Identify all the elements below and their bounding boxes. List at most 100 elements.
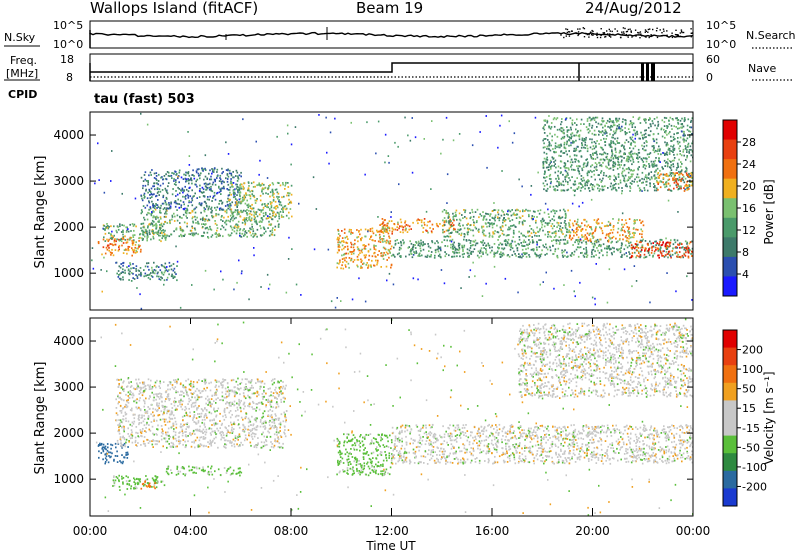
- heatmap-cell: [248, 209, 250, 212]
- heatmap-cell: [519, 210, 521, 213]
- heatmap-cell: [108, 238, 110, 241]
- heatmap-cell: [239, 234, 241, 237]
- heatmap-cell: [556, 189, 559, 191]
- heatmap-cell: [615, 182, 617, 185]
- heatmap-cell: [361, 248, 363, 251]
- heatmap-cell: [390, 245, 393, 248]
- heatmap-cell: [458, 133, 461, 135]
- heatmap-cell: [590, 183, 592, 185]
- heatmap-cell: [493, 202, 495, 204]
- heatmap-cell: [430, 254, 432, 256]
- heatmap-cell: [100, 269, 102, 271]
- heatmap-cell: [132, 263, 134, 265]
- heatmap-cell: [682, 179, 685, 182]
- heatmap-cell: [482, 225, 485, 228]
- heatmap-cell: [271, 188, 274, 191]
- heatmap-cell: [596, 247, 598, 249]
- heatmap-cell: [600, 131, 602, 133]
- heatmap-cell: [175, 183, 177, 186]
- heatmap-cell: [269, 203, 272, 205]
- heatmap-cell: [133, 251, 135, 254]
- heatmap-cell: [242, 229, 244, 232]
- heatmap-cell: [175, 202, 178, 205]
- heatmap-cell: [637, 184, 639, 187]
- heatmap-cell: [275, 214, 277, 217]
- heatmap-cell: [598, 174, 600, 176]
- heatmap-cell: [677, 244, 680, 246]
- heatmap-cell: [544, 171, 546, 174]
- noise-search-point: [662, 28, 665, 30]
- heatmap-cell: [551, 223, 554, 225]
- heatmap-cell: [601, 229, 604, 232]
- heatmap-cell: [626, 155, 629, 158]
- heatmap-cell: [260, 210, 262, 213]
- heatmap-cell: [527, 209, 529, 212]
- heatmap-cell: [269, 283, 271, 286]
- heatmap-cell: [214, 180, 216, 183]
- heatmap-cell: [101, 290, 103, 293]
- heatmap-cell: [573, 290, 575, 293]
- heatmap-cell: [243, 217, 246, 220]
- heatmap-cell: [549, 235, 551, 238]
- heatmap-cell: [667, 158, 669, 161]
- heatmap-cell: [644, 149, 647, 152]
- noise-search-point: [577, 34, 579, 37]
- heatmap-cell: [597, 122, 600, 125]
- heatmap-cell: [387, 252, 389, 255]
- heatmap-cell: [202, 219, 204, 222]
- heatmap-cell: [126, 457, 129, 459]
- heatmap-cell: [451, 255, 453, 258]
- heatmap-cell: [405, 224, 408, 226]
- heatmap-cell: [409, 250, 412, 253]
- heatmap-cell: [667, 246, 669, 248]
- heatmap-cell: [287, 182, 289, 184]
- heatmap-cell: [574, 190, 576, 192]
- noise-search-point: [627, 28, 630, 31]
- heatmap-cell: [255, 221, 258, 224]
- noise-search-point: [612, 33, 614, 36]
- noise-right-tick-bottom: 10^0: [706, 38, 736, 51]
- heatmap-cell: [158, 221, 160, 223]
- heatmap-cell: [543, 151, 546, 154]
- heatmap-cell: [287, 192, 289, 194]
- heatmap-cell: [135, 274, 137, 276]
- heatmap-cell: [664, 186, 666, 189]
- heatmap-cell: [637, 161, 640, 163]
- heatmap-cell: [631, 232, 634, 235]
- heatmap-cell: [345, 265, 347, 268]
- heatmap-cell: [598, 133, 600, 136]
- heatmap-cell: [680, 165, 682, 168]
- heatmap-cell: [520, 232, 523, 235]
- heatmap-cell: [611, 240, 613, 243]
- heatmap-cell: [671, 159, 674, 162]
- heatmap-cell: [634, 222, 636, 224]
- heatmap-cell: [535, 255, 538, 258]
- heatmap-cell: [350, 241, 352, 244]
- heatmap-cell: [383, 247, 386, 250]
- heatmap-cell: [685, 246, 688, 249]
- heatmap-cell: [218, 186, 220, 189]
- heatmap-cell: [220, 180, 223, 183]
- heatmap-cell: [457, 228, 459, 231]
- noise-search-point: [666, 30, 668, 32]
- heatmap-cell: [624, 141, 626, 144]
- heatmap-cell: [492, 231, 494, 234]
- heatmap-cell: [386, 222, 389, 225]
- heatmap-cell: [564, 147, 567, 150]
- heatmap-cell: [431, 223, 434, 226]
- heatmap-cell: [585, 241, 587, 243]
- heatmap-cell: [164, 269, 167, 272]
- heatmap-cell: [397, 242, 400, 244]
- heatmap-cell: [595, 145, 597, 147]
- heatmap-cell: [522, 219, 525, 222]
- heatmap-cell: [140, 195, 143, 197]
- heatmap-cell: [665, 143, 668, 146]
- heatmap-cell: [382, 221, 384, 224]
- heatmap-cell: [583, 123, 585, 125]
- heatmap-cell: [394, 141, 396, 144]
- heatmap-cell: [481, 231, 484, 234]
- colorbar-swatch: [723, 178, 737, 199]
- heatmap-cell: [146, 274, 149, 276]
- heatmap-cell: [683, 187, 685, 189]
- heatmap-cell: [459, 255, 461, 258]
